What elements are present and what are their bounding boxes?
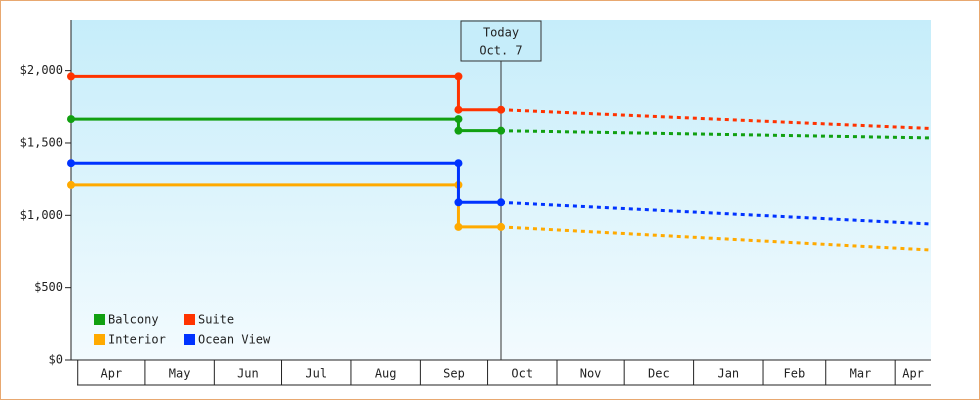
y-tick-label: $2,000 <box>20 63 63 77</box>
point <box>454 159 463 168</box>
x-tick-label: Apr <box>100 367 122 381</box>
x-tick-label: Feb <box>784 367 806 381</box>
point <box>454 126 463 135</box>
y-tick-label: $0 <box>49 353 63 367</box>
legend-swatch <box>94 314 105 325</box>
x-tick-label: Sep <box>443 367 465 381</box>
point <box>67 180 75 189</box>
x-tick-label: Jan <box>717 367 739 381</box>
price-line <box>71 74 501 112</box>
today-box <box>460 20 542 62</box>
x-tick-label: Jun <box>237 367 259 381</box>
x-tick-label: May <box>169 367 191 381</box>
legend-label: Ocean View <box>198 333 271 347</box>
y-tick-label: $500 <box>34 280 63 294</box>
x-tick-label: Mar <box>850 367 872 381</box>
legend-label: Balcony <box>108 313 159 327</box>
legend-swatch <box>184 314 195 325</box>
y-tick-label: $1,500 <box>20 135 63 149</box>
point <box>67 72 75 81</box>
legend-label: Suite <box>198 313 234 327</box>
point <box>497 222 505 231</box>
point <box>67 159 75 168</box>
point <box>497 198 505 207</box>
point <box>454 198 463 207</box>
y-tick-label: $1,000 <box>20 208 63 222</box>
point <box>497 105 505 114</box>
legend-swatch <box>184 334 195 345</box>
today-label: Oct. 7 <box>479 44 522 58</box>
point <box>67 115 75 124</box>
x-tick-label: Apr <box>902 367 924 381</box>
legend-swatch <box>94 334 105 345</box>
today-label: Today <box>483 26 519 40</box>
price-line <box>71 161 501 204</box>
point <box>454 222 463 231</box>
point <box>497 126 505 135</box>
legend-label: Interior <box>108 333 166 347</box>
x-tick-label: Nov <box>580 367 602 381</box>
x-tick-label: Oct <box>511 367 533 381</box>
point <box>454 72 463 81</box>
x-tick-label: Dec <box>648 367 670 381</box>
point <box>454 105 463 114</box>
x-tick-label: Aug <box>375 367 397 381</box>
price-line <box>71 117 501 133</box>
point <box>454 115 463 124</box>
x-tick-label: Jul <box>305 367 327 381</box>
